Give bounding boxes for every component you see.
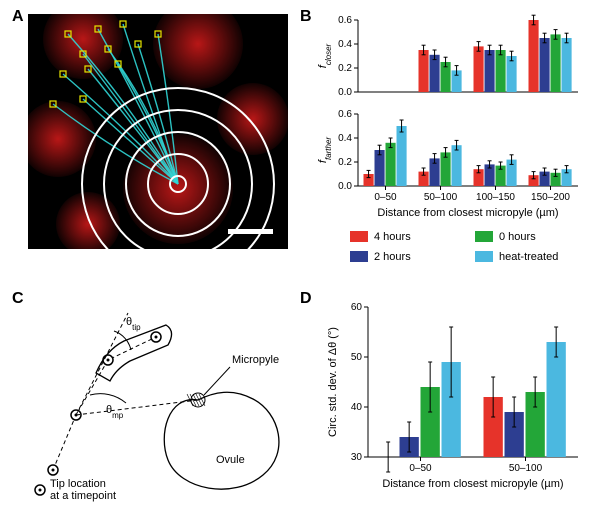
svg-text:0.6: 0.6 [338,15,352,26]
svg-text:0.4: 0.4 [338,133,352,144]
svg-text:60: 60 [351,302,363,313]
svg-text:0–50: 0–50 [409,463,432,474]
panel-d-chart: 30 40 50 60 0–50 50–100 Distance from closest … [310,295,600,505]
svg-text:150–200: 150–200 [531,192,570,203]
svg-text:4 hours: 4 hours [374,231,411,243]
panel-label-a: A [12,8,24,26]
svg-text:0 hours: 0 hours [499,231,536,243]
svg-text:Tip location: Tip location [50,478,106,490]
svg-text:2 hours: 2 hours [374,251,411,263]
svg-text:0.0: 0.0 [338,181,352,192]
svg-text:at a timepoint: at a timepoint [50,490,116,502]
svg-text:0.6: 0.6 [338,109,352,120]
svg-text:50–100: 50–100 [509,463,543,474]
panel-c-diagram: θtip θmp Micropyle Ovule Tip locationat a ti… [18,295,298,505]
svg-text:fcloser: fcloser [317,43,333,68]
svg-text:0.0: 0.0 [338,87,352,98]
panel-a-image [28,14,288,249]
svg-text:heat-treated: heat-treated [499,251,558,263]
svg-text:Circ. std. dev. of Δθ (°): Circ. std. dev. of Δθ (°) [327,327,339,437]
svg-text:0.2: 0.2 [338,63,352,74]
figure: A B C D 0.00.20.40.6fcloser0.00.20.40.60… [0,0,600,505]
svg-text:θtip: θtip [126,316,141,332]
svg-text:Distance from closest micropyl: Distance from closest micropyle (µm) [377,207,558,219]
svg-text:0.2: 0.2 [338,157,352,168]
svg-text:θmp: θmp [106,404,124,420]
svg-text:0.4: 0.4 [338,39,352,50]
svg-text:50–100: 50–100 [424,192,458,203]
svg-text:100–150: 100–150 [476,192,515,203]
svg-text:50: 50 [351,352,363,363]
panel-b-charts: 0.0 0.2 0.4 0.6 fcloser 0.0 0.2 0.4 0.6 0–50 50–10… [310,14,600,224]
svg-text:ffarther: ffarther [317,137,333,164]
svg-text:40: 40 [351,402,363,413]
legend: 4 hours 2 hours 0 hours heat-treated [310,226,600,276]
svg-text:Ovule: Ovule [216,454,245,466]
svg-text:30: 30 [351,452,363,463]
svg-text:Micropyle: Micropyle [232,354,279,366]
svg-text:0–50: 0–50 [374,192,397,203]
svg-text:Distance from closest micropyl: Distance from closest micropyle (µm) [382,478,563,490]
